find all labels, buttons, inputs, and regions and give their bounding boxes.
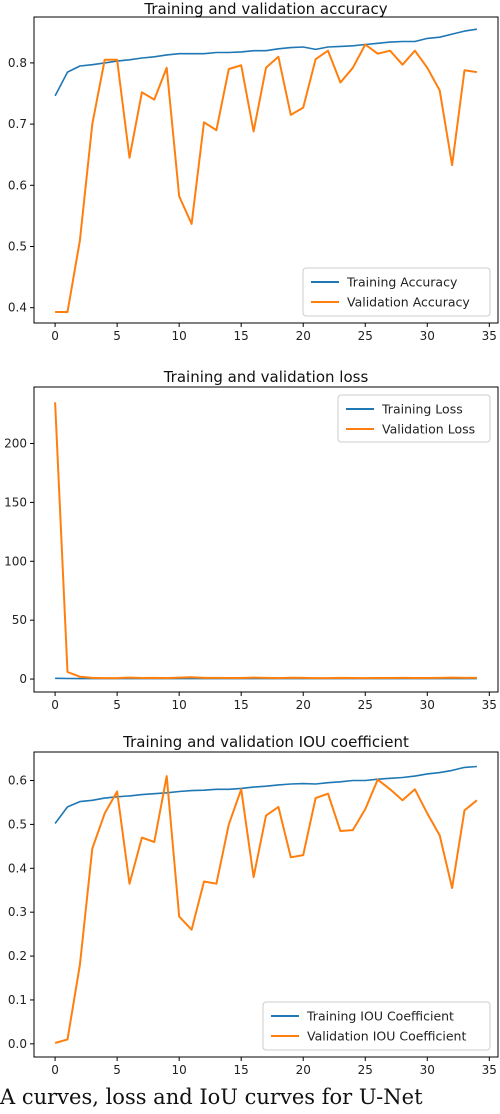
legend-box — [262, 1001, 491, 1051]
y-tick-label: 50 — [12, 613, 27, 627]
y-tick-label: 0.6 — [8, 774, 27, 788]
x-tick-label: 5 — [113, 1063, 121, 1077]
chart-legend: Training Accuracy Validation Accuracy — [302, 267, 491, 317]
chart-panel-2: Training and validation loss 0 5 10 15 20 25 30… — [4, 368, 499, 712]
x-tick-label: 30 — [420, 329, 435, 343]
x-tick-label: 0 — [51, 329, 59, 343]
y-tick-label: 200 — [4, 437, 27, 451]
legend-label: Training IOU Coefficient — [306, 1009, 454, 1024]
chart-panel-1: Training and validation accuracy 0 5 10 15 20… — [8, 0, 499, 343]
legend-label: Training Loss — [381, 402, 463, 417]
x-tick-label: 35 — [482, 1063, 497, 1077]
series-line-training — [54, 765, 477, 824]
plot-frame — [33, 16, 499, 324]
chart-title: Training and validation loss — [163, 368, 369, 386]
x-tick-label: 25 — [358, 1063, 373, 1077]
legend-box — [337, 394, 491, 443]
y-tick-label: 0.8 — [8, 56, 27, 70]
y-tick-label: 0.5 — [8, 240, 27, 254]
chart-panel-3: Training and validation IOU coefficient 0… — [8, 733, 499, 1077]
x-tick-label: 15 — [234, 329, 249, 343]
y-tick-label: 0.4 — [8, 861, 27, 875]
y-tick-label: 150 — [4, 495, 27, 509]
y-tick-label: 0.7 — [8, 117, 27, 131]
legend-label: Validation Loss — [382, 422, 475, 437]
x-tick-label: 0 — [51, 1063, 59, 1077]
y-tick-label: 100 — [4, 554, 27, 568]
series-line-training — [54, 28, 478, 97]
series-line-validation — [54, 775, 478, 1044]
x-tick-label: 30 — [420, 1063, 435, 1077]
y-tick-label: 0.1 — [8, 993, 27, 1007]
x-tick-label: 15 — [234, 1063, 249, 1077]
x-tick-label: 30 — [420, 698, 435, 712]
training-curves-figure: Training and validation accuracy 0 5 10 15 20… — [4, 0, 499, 1077]
x-tick-label: 10 — [172, 698, 187, 712]
x-tick-label: 25 — [358, 698, 373, 712]
y-tick-label: 0.3 — [8, 905, 27, 919]
y-tick-label: 0.2 — [8, 949, 27, 963]
plot-frame — [33, 386, 499, 693]
x-tick-label: 15 — [234, 698, 249, 712]
x-tick-label: 5 — [113, 698, 121, 712]
legend-label: Training Accuracy — [346, 275, 458, 290]
y-tick-label: 0.6 — [8, 178, 27, 192]
figure-caption: A curves, loss and IoU curves for U-Net — [0, 1085, 423, 1109]
chart-legend: Training Loss Validation Loss — [337, 394, 491, 443]
plot-frame — [33, 751, 499, 1058]
y-tick-label: 0 — [19, 672, 27, 686]
y-tick-label: 0.5 — [8, 817, 27, 831]
chart-legend: Training IOU Coefficient Validation IOU C… — [262, 1001, 491, 1051]
y-tick-label: 0.0 — [8, 1037, 27, 1051]
series-line-validation — [55, 43, 478, 313]
legend-label: Validation IOU Coefficient — [307, 1029, 466, 1044]
legend-box — [302, 267, 491, 317]
y-tick-label: 0.4 — [8, 301, 27, 315]
x-tick-label: 0 — [51, 698, 59, 712]
chart-title: Training and validation accuracy — [143, 0, 387, 18]
x-tick-label: 10 — [172, 329, 187, 343]
series-line-validation — [54, 402, 477, 680]
x-tick-label: 20 — [296, 329, 311, 343]
x-tick-label: 35 — [482, 329, 497, 343]
legend-label: Validation Accuracy — [347, 295, 470, 310]
x-tick-label: 10 — [172, 1063, 187, 1077]
x-tick-label: 35 — [482, 698, 497, 712]
chart-title: Training and validation IOU coefficient — [122, 733, 409, 751]
x-tick-label: 20 — [296, 698, 311, 712]
x-tick-label: 5 — [113, 329, 121, 343]
x-tick-label: 25 — [358, 329, 373, 343]
x-tick-label: 20 — [296, 1063, 311, 1077]
